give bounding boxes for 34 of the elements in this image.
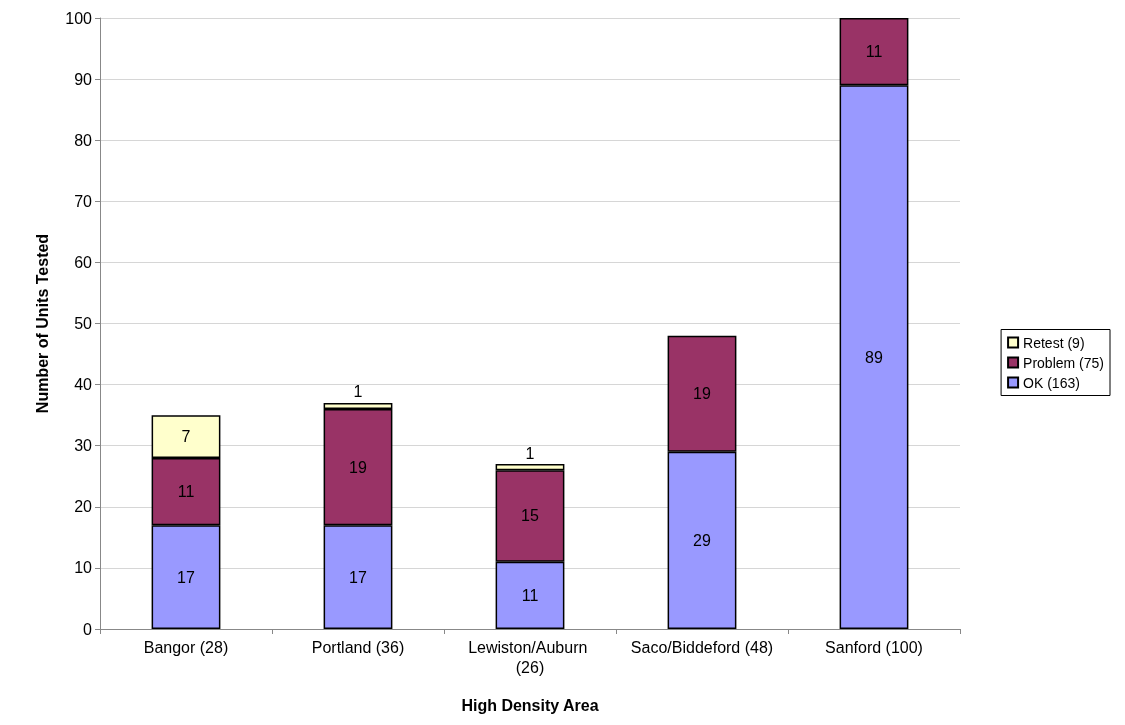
y-tick-label: 40 xyxy=(74,376,93,394)
data-label: 11 xyxy=(865,43,883,61)
data-label: 17 xyxy=(177,568,195,586)
x-tick-label: Sanford (100) xyxy=(825,638,923,656)
legend-label: Retest (9) xyxy=(1023,334,1085,351)
y-tick-label: 30 xyxy=(74,437,93,455)
y-tick-label: 80 xyxy=(74,131,93,149)
y-tick-label: 20 xyxy=(74,498,93,516)
data-label: 17 xyxy=(349,568,367,586)
data-label: 11 xyxy=(177,483,195,501)
data-label: 1 xyxy=(353,383,363,401)
data-label: 1 xyxy=(525,444,535,462)
x-tick-label: Saco/Biddeford (48) xyxy=(630,638,774,656)
x-axis-title: High Density Area xyxy=(461,696,599,714)
y-tick-label: 90 xyxy=(74,70,93,88)
data-label: 7 xyxy=(181,428,191,446)
data-label: 15 xyxy=(521,507,539,525)
y-tick-label: 70 xyxy=(74,192,93,210)
data-label: 19 xyxy=(349,458,367,476)
x-tick-label: Bangor (28) xyxy=(143,638,229,656)
data-label: 29 xyxy=(693,531,711,549)
y-tick-label: 10 xyxy=(74,559,93,577)
y-tick-label: 0 xyxy=(83,620,93,638)
data-label: 89 xyxy=(865,348,883,366)
x-tick-label: Portland (36) xyxy=(311,638,405,656)
legend-label: OK (163) xyxy=(1023,374,1080,391)
y-tick-label: 100 xyxy=(65,9,93,27)
y-axis-title: Number of Units Tested xyxy=(33,233,51,414)
x-tick-label: Lewiston/Auburn (26) xyxy=(468,638,592,676)
data-label: 11 xyxy=(521,586,539,604)
y-tick-label: 50 xyxy=(74,315,93,332)
legend-label: Problem (75) xyxy=(1023,354,1104,371)
y-tick-label: 60 xyxy=(74,253,93,271)
data-label: 19 xyxy=(693,385,711,403)
